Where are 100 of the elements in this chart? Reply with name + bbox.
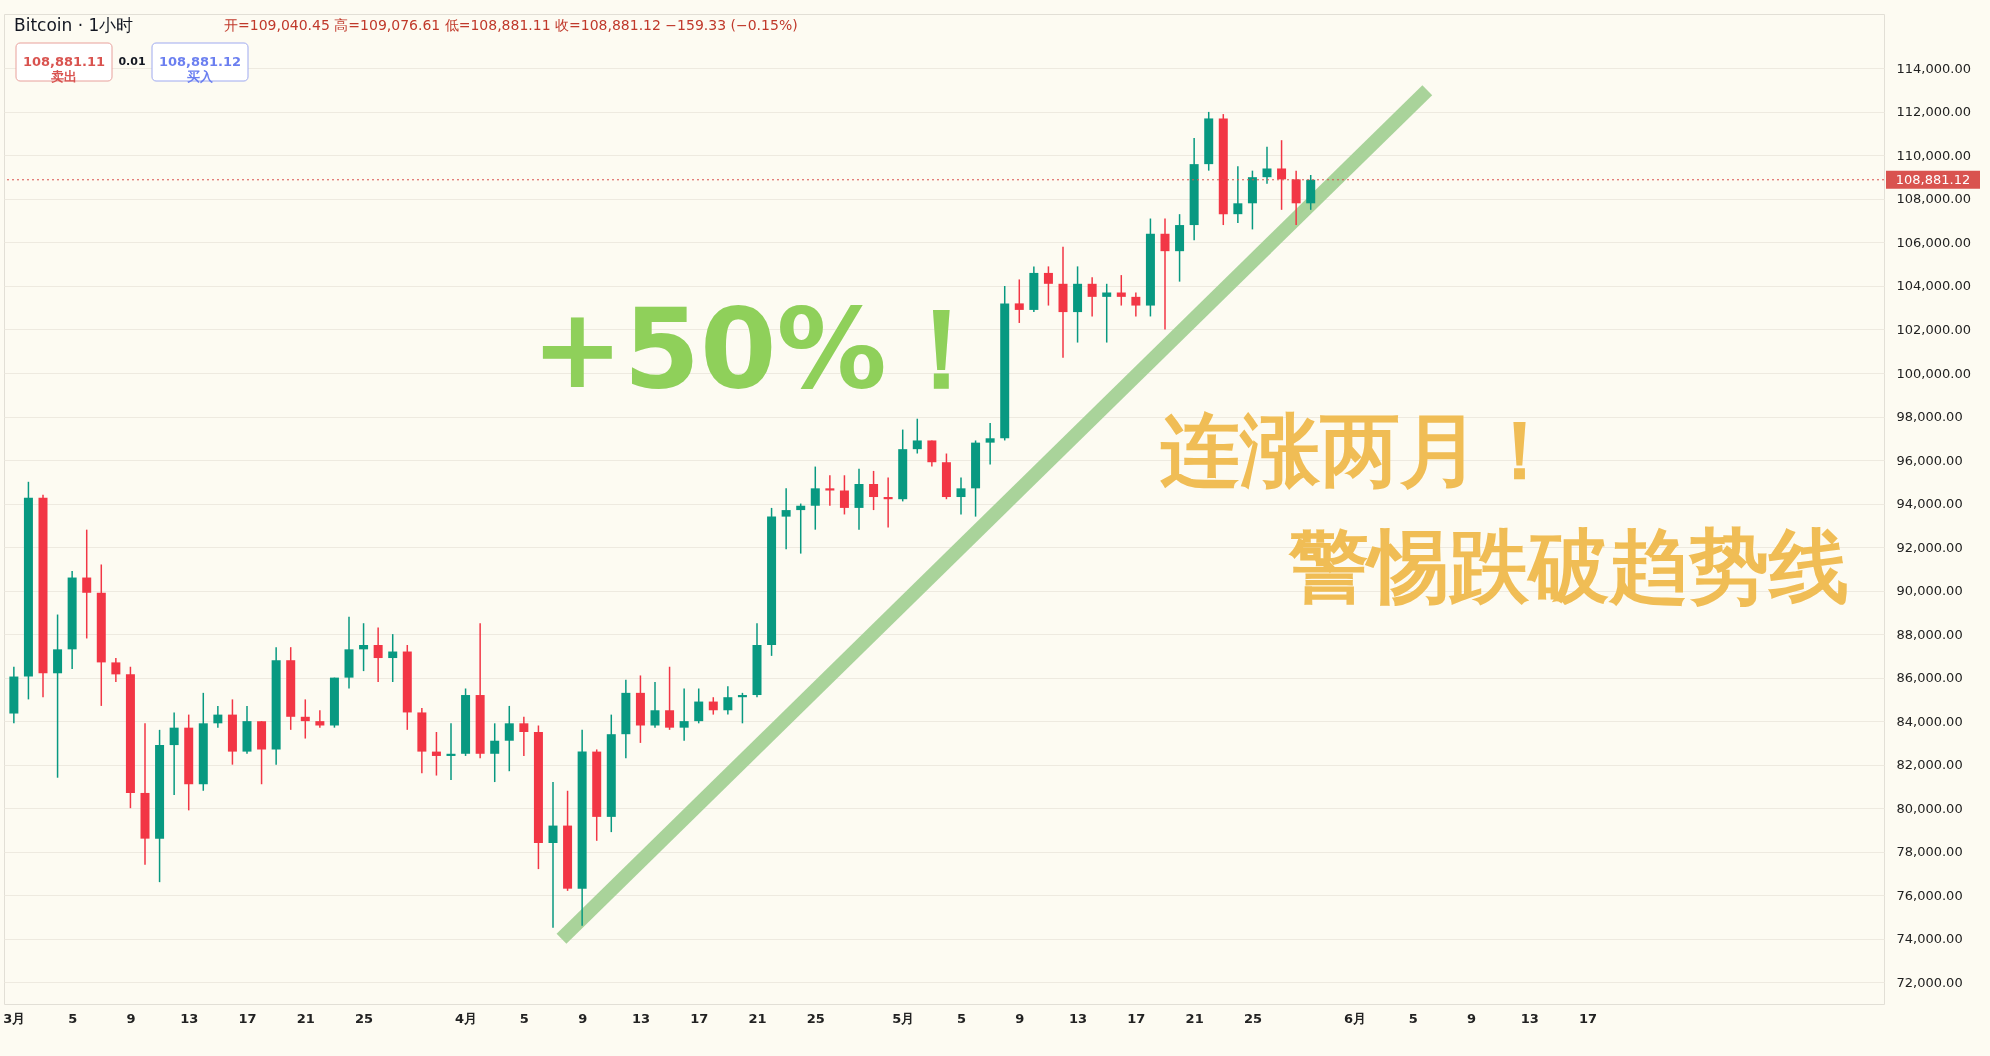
chart-title: Bitcoin · 1小时 <box>14 15 134 35</box>
candlestick <box>53 613 63 779</box>
x-tick-label: 5 <box>956 1010 967 1026</box>
y-tick-label: 104,000.00 <box>1896 278 1971 294</box>
x-tick-label: 4月 <box>455 1010 478 1026</box>
candlestick <box>912 417 922 455</box>
x-tick-label: 25 <box>355 1010 374 1026</box>
x-tick-label: 13 <box>180 1010 199 1026</box>
candlestick <box>1043 265 1053 307</box>
y-tick-label: 76,000.00 <box>1896 887 1963 903</box>
x-tick-label: 9 <box>1015 1010 1025 1026</box>
y-tick-label: 78,000.00 <box>1896 844 1963 860</box>
candlestick <box>985 422 995 466</box>
x-tick-label: 9 <box>126 1010 136 1026</box>
x-tick-label: 21 <box>748 1010 767 1026</box>
y-tick-label: 72,000.00 <box>1896 974 1963 990</box>
y-tick-label: 74,000.00 <box>1896 931 1963 947</box>
x-tick-label: 5月 <box>892 1010 915 1026</box>
candlestick <box>213 705 223 729</box>
candlestick <box>810 465 820 531</box>
y-tick-label: 108,000.00 <box>1896 191 1971 207</box>
candlestick <box>490 722 500 783</box>
x-tick-label: 17 <box>1127 1010 1146 1026</box>
y-tick-label: 88,000.00 <box>1896 626 1963 642</box>
chart-subtitle: 开=109,040.45 高=109,076.61 低=108,881.11 收=108,881.12 −159.33 (−0.15%) <box>224 17 798 33</box>
candlestick <box>315 709 325 729</box>
y-tick-label: 106,000.00 <box>1896 234 1971 250</box>
candlestick <box>839 474 849 516</box>
y-tick-label: 112,000.00 <box>1896 104 1971 120</box>
y-tick-label: 94,000.00 <box>1896 496 1963 512</box>
y-tick-label: 110,000.00 <box>1896 147 1971 163</box>
candlestick <box>854 468 864 531</box>
annotation: 连涨两月！ <box>1160 404 1560 497</box>
x-tick-label: 17 <box>690 1010 709 1026</box>
candlestick <box>723 685 733 716</box>
x-tick-label: 13 <box>631 1010 650 1026</box>
y-tick-label: 86,000.00 <box>1896 670 1963 686</box>
candlestick <box>1087 276 1097 318</box>
candlestick <box>519 716 529 757</box>
candlestick <box>650 681 660 729</box>
candlestick <box>82 528 92 640</box>
candlestick <box>1160 217 1170 331</box>
x-tick-label: 21 <box>1185 1010 1204 1026</box>
candlestick <box>1116 274 1126 307</box>
candlestick <box>737 692 747 725</box>
candlestick <box>373 626 383 683</box>
x-tick-label: 17 <box>238 1010 257 1026</box>
annotation: 警惕跌破趋势线 <box>1288 520 1849 613</box>
candlestick <box>431 731 441 777</box>
candlestick <box>548 781 558 929</box>
candlestick <box>694 687 704 725</box>
candlestick <box>300 698 310 740</box>
candlestick <box>1014 278 1024 324</box>
candlestick <box>781 487 791 550</box>
candlestick <box>1262 145 1272 185</box>
y-tick-label: 80,000.00 <box>1896 800 1963 816</box>
y-tick-label: 84,000.00 <box>1896 713 1963 729</box>
y-tick-label: 82,000.00 <box>1896 757 1963 773</box>
ref-line-label: 108,881.12 <box>1895 171 1971 187</box>
candlestick <box>388 633 398 683</box>
x-tick-label: 3月 <box>3 1010 26 1026</box>
x-tick-label: 5 <box>519 1010 529 1026</box>
x-tick-label: 21 <box>296 1010 315 1026</box>
y-tick-label: 96,000.00 <box>1896 452 1963 468</box>
y-tick-label: 114,000.00 <box>1896 60 1971 76</box>
annotation: 0.01 <box>118 55 146 68</box>
y-tick-label: 102,000.00 <box>1896 321 1971 337</box>
x-tick-label: 13 <box>1520 1010 1539 1026</box>
candlestick <box>956 476 966 516</box>
y-tick-label: 98,000.00 <box>1896 409 1963 425</box>
candlestick <box>796 502 806 555</box>
x-tick-label: 25 <box>1243 1010 1262 1026</box>
candlestick <box>359 622 369 672</box>
x-tick-label: 5 <box>68 1010 78 1026</box>
x-tick-label: 9 <box>1466 1010 1477 1026</box>
y-tick-label: 100,000.00 <box>1896 365 1971 381</box>
x-tick-label: 17 <box>1579 1010 1598 1026</box>
candlestick <box>883 476 893 529</box>
annotation: 108,881.12 买入 <box>158 54 242 84</box>
candlestick <box>1291 169 1301 226</box>
candlestick <box>1131 291 1141 318</box>
x-tick-label: 5 <box>1408 1010 1418 1026</box>
candlestick <box>869 470 879 511</box>
candlestick <box>1233 165 1243 224</box>
y-tick-label: 92,000.00 <box>1896 539 1963 555</box>
x-tick-label: 13 <box>1069 1010 1088 1026</box>
candlestick <box>446 722 456 781</box>
candlestick <box>679 687 689 742</box>
candlestick <box>169 711 179 796</box>
annotation: +50%！ <box>531 285 997 413</box>
candlestick <box>927 439 937 468</box>
candlestick <box>504 705 514 772</box>
candlestick <box>1306 174 1316 211</box>
candlestick <box>111 657 121 683</box>
candlestick <box>825 474 835 507</box>
x-tick-label: 9 <box>578 1010 588 1026</box>
x-tick-label: 6月 <box>1343 1010 1366 1026</box>
candlestick <box>1102 283 1112 344</box>
candlestick <box>665 666 675 731</box>
annotation: 108,881.11 卖出 <box>22 54 106 84</box>
